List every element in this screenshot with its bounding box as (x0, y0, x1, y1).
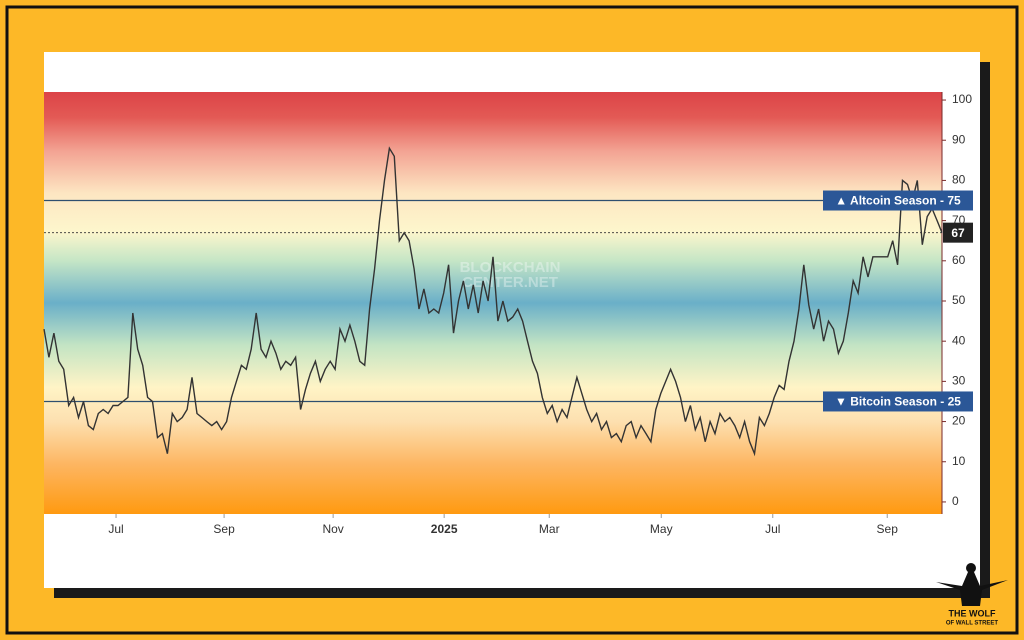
reference-label-box (823, 190, 973, 211)
y-tick-label: 90 (952, 132, 966, 146)
y-tick-label: 50 (952, 293, 966, 307)
logo-figure (936, 572, 1008, 606)
logo-text: OF WALL STREET (946, 621, 999, 627)
plot-background (44, 92, 942, 514)
reference-label: ▼ Bitcoin Season - 25 (835, 395, 961, 409)
chart: BLOCKCHAINCENTER.NET01020304050607080901… (43, 92, 1008, 627)
x-tick-label: 2025 (431, 522, 458, 536)
x-tick-label: Sep (213, 522, 235, 536)
y-tick-label: 80 (952, 173, 966, 187)
x-tick-label: Nov (322, 522, 343, 536)
y-tick-label: 20 (952, 414, 966, 428)
y-tick-label: 60 (952, 253, 966, 267)
y-tick-label: 0 (952, 494, 959, 508)
index-line (43, 146, 943, 457)
y-tick-label: 40 (952, 333, 966, 347)
y-tick-label: 30 (952, 374, 966, 388)
logo-text: THE WOLF (949, 608, 996, 618)
x-tick-label: Jul (765, 522, 780, 536)
x-tick-label: May (650, 522, 673, 536)
watermark: CENTER.NET (462, 274, 558, 291)
current-value-label: 67 (951, 226, 965, 240)
reference-label: ▲ Altcoin Season - 75 (835, 194, 961, 208)
x-tick-label: Sep (877, 522, 899, 536)
y-tick-label: 10 (952, 454, 966, 468)
x-tick-label: Jul (108, 522, 123, 536)
watermark: BLOCKCHAIN (460, 259, 561, 276)
logo-head (966, 563, 976, 573)
current-value-box (943, 222, 973, 243)
y-tick-label: 100 (952, 92, 972, 106)
reference-label-box (823, 391, 973, 412)
x-tick-label: Mar (539, 522, 560, 536)
